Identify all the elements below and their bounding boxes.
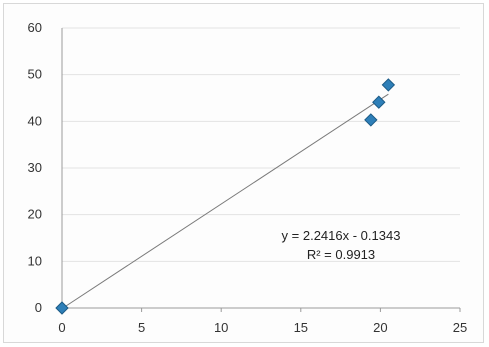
chart-frame — [3, 3, 484, 343]
data-point — [372, 95, 386, 109]
y-axis-ticks: 0 10 20 30 40 50 60 — [28, 20, 42, 315]
x-tick-label: 5 — [138, 320, 145, 335]
y-tick-label: 30 — [28, 160, 42, 175]
x-tick-label: 15 — [294, 320, 308, 335]
gridlines — [62, 27, 460, 262]
y-tick-label: 20 — [28, 207, 42, 222]
trendline-equation: y = 2.2416x - 0.1343 — [282, 228, 401, 243]
x-tick-label: 25 — [453, 320, 467, 335]
y-tick-label: 50 — [28, 67, 42, 82]
data-point — [55, 301, 69, 315]
x-tick-label: 10 — [214, 320, 228, 335]
y-tick-label: 60 — [28, 20, 42, 35]
trendline — [61, 93, 389, 310]
x-axis-ticks: 0 5 10 15 20 25 — [58, 308, 467, 335]
data-point — [364, 113, 378, 127]
x-tick-label: 20 — [373, 320, 387, 335]
data-point — [381, 78, 396, 92]
trendline-r-squared: R² = 0.9913 — [307, 247, 375, 262]
x-tick-label: 0 — [58, 320, 65, 335]
y-tick-label: 0 — [35, 300, 42, 315]
axes — [61, 28, 460, 309]
linear-trendline — [61, 93, 389, 310]
y-tick-label: 40 — [28, 113, 42, 128]
y-tick-label: 10 — [28, 253, 42, 268]
data-points — [55, 78, 396, 315]
